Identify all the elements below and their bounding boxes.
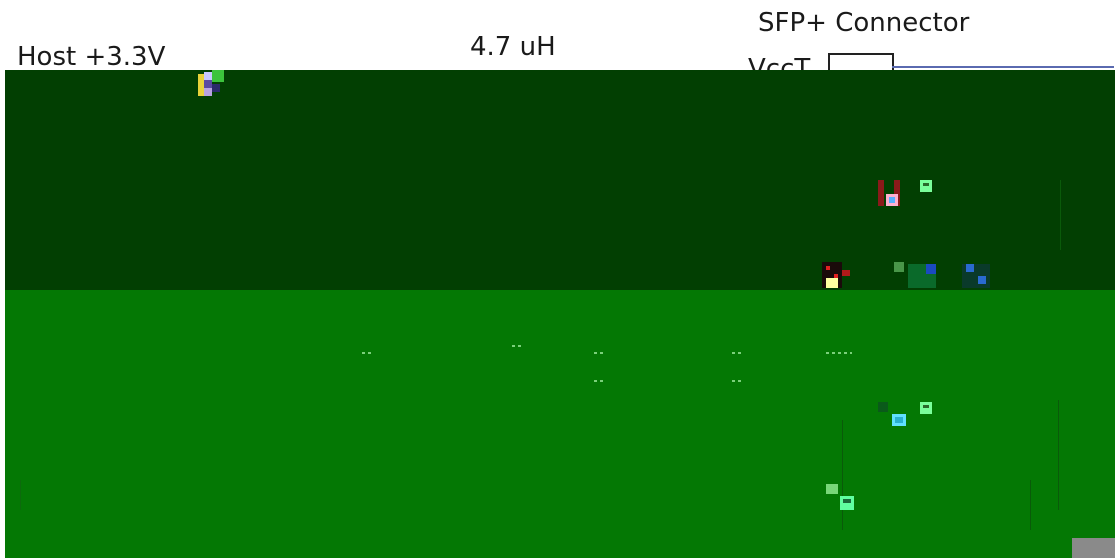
trace-dash: [594, 380, 606, 382]
trace-dash: [362, 352, 374, 354]
connector-vcct-wire: [892, 66, 1114, 68]
inductor-icon: [198, 70, 224, 96]
trace-dash: [826, 352, 852, 354]
trace-dash: [732, 380, 744, 382]
resistor-icon: [878, 180, 932, 206]
trace-dash: [512, 345, 524, 347]
trace-line: [1030, 480, 1031, 530]
capacitor-icon: [822, 262, 990, 288]
connector-title: SFP+ Connector: [758, 8, 970, 38]
ferrite-bead-icon: [826, 484, 854, 510]
trace-dash: [732, 352, 744, 354]
trace-line: [842, 420, 843, 530]
trace-line: [1058, 400, 1059, 510]
trace-line: [1060, 180, 1061, 250]
corner-tab: [1072, 538, 1115, 558]
capacitor-icon: [878, 402, 932, 426]
host-supply-label: Host +3.3V: [17, 42, 166, 72]
inductor-value-label: 4.7 uH: [470, 32, 556, 62]
upper-overlay-panel: [5, 70, 1115, 290]
lower-overlay-panel: [5, 290, 1115, 558]
connector-pin-box: [828, 53, 894, 73]
trace-dash: [594, 352, 606, 354]
trace-line: [20, 480, 21, 510]
